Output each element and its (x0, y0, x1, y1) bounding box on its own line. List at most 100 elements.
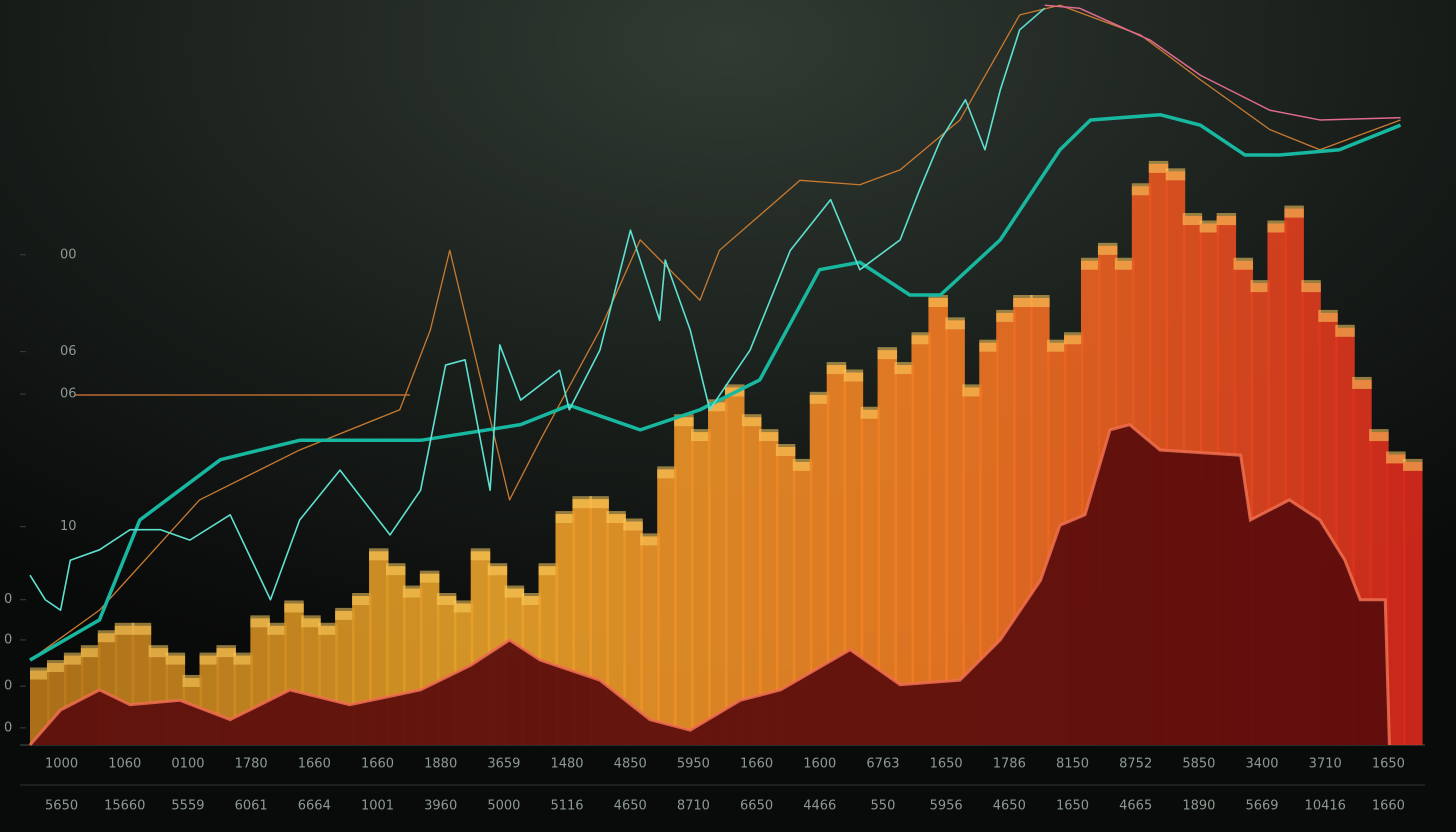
bar (640, 536, 660, 745)
x-secondary-label: 3960 (424, 799, 457, 814)
bar-cap (250, 615, 270, 628)
bar (1386, 454, 1406, 745)
bar-cap (826, 362, 847, 375)
bar (1403, 461, 1423, 745)
x-secondary-label: 4665 (1119, 799, 1152, 814)
bar-cap (555, 511, 575, 524)
line (1044, 4, 1401, 121)
x-secondary-label: 4466 (803, 799, 836, 814)
bar-cap (1182, 213, 1203, 226)
x-secondary-label: 8710 (677, 799, 710, 814)
bar-cap (504, 585, 525, 598)
bar-cap (1216, 213, 1237, 226)
bar-cap (165, 652, 186, 665)
bar-cap (1131, 183, 1152, 196)
bar (775, 447, 796, 745)
bar-cap (148, 645, 169, 658)
bar-cap (1097, 242, 1118, 255)
bar-cap (792, 458, 813, 471)
bar-cap (877, 347, 898, 360)
x-tick-label: 0100 (171, 757, 204, 772)
area (30, 424, 1390, 745)
x-secondary-label: 1001 (361, 799, 394, 814)
x-secondary-label: 4650 (993, 799, 1026, 814)
y-tick-label: 10 (60, 519, 77, 534)
bar (741, 417, 762, 745)
x-tick-label: 6763 (866, 757, 899, 772)
bar-cap (1165, 168, 1186, 181)
bar-cap (911, 332, 931, 345)
x-secondary-label: 6664 (298, 799, 331, 814)
bar-cap (63, 652, 84, 665)
x-tick-label: 1650 (1372, 757, 1405, 772)
x-tick-label: 5850 (1182, 757, 1215, 772)
x-tick-label: 1000 (45, 757, 78, 772)
x-secondary-label: 1660 (1372, 799, 1405, 814)
bar-cap (487, 563, 508, 576)
bar-cap (402, 585, 423, 598)
bar-cap (97, 630, 118, 643)
bar-cap (1233, 257, 1254, 270)
bar-cap (758, 429, 779, 442)
bar-cap (216, 645, 236, 658)
bar (826, 365, 847, 745)
bar-cap (996, 309, 1016, 322)
x-tick-label: 1650 (930, 757, 963, 772)
bar-cap (623, 518, 643, 531)
bar-cap (860, 406, 881, 419)
bar-cap (453, 600, 474, 613)
x-tick-label: 1660 (298, 757, 331, 772)
area-edge (28, 423, 1391, 746)
x-secondary-label: 1650 (1056, 799, 1089, 814)
bar-cap (640, 533, 660, 546)
bar-cap (979, 339, 999, 352)
bar (877, 350, 898, 745)
bar-cap (606, 511, 626, 524)
bar-cap (199, 652, 220, 665)
x-secondary-label: 1890 (1182, 799, 1215, 814)
x-tick-label: 1780 (235, 757, 268, 772)
bar-cap (131, 622, 152, 635)
bar-cap (182, 674, 203, 687)
bar (809, 394, 830, 745)
bar (928, 298, 948, 745)
x-tick-label: 1880 (424, 757, 457, 772)
x-secondary-label: 5000 (487, 799, 520, 814)
x-secondary-label: 5956 (930, 799, 963, 814)
x-secondary-label: 5559 (171, 799, 204, 814)
x-tick-label: 4850 (614, 757, 647, 772)
bar (725, 387, 745, 745)
bar-cap (538, 563, 559, 576)
y-tick-label: 06 (60, 344, 77, 359)
x-tick-label: 5950 (677, 757, 710, 772)
x-secondary-label: 6650 (740, 799, 773, 814)
bar (657, 469, 677, 745)
bar-cap (284, 600, 304, 613)
bar-cap (369, 548, 389, 561)
bar-cap (1064, 332, 1084, 345)
bar-cap (1386, 451, 1406, 464)
bar-cap (962, 384, 982, 397)
bar-cap (301, 615, 321, 628)
line (29, 4, 1401, 661)
y-tick-label: 00 (60, 247, 77, 262)
bar-cap (1403, 458, 1423, 471)
bar-cap (233, 652, 253, 665)
bar-cap (114, 622, 135, 635)
bar-cap (80, 645, 101, 658)
line (29, 7, 1046, 611)
bar-cap (894, 362, 915, 375)
x-secondary-label: 5116 (550, 799, 583, 814)
bar-cap (470, 548, 491, 561)
y-tick-label: 0 (4, 720, 12, 735)
bar-cap (572, 496, 592, 509)
bar-cap (1250, 280, 1270, 293)
x-tick-label: 3710 (1309, 757, 1342, 772)
x-secondary-label: 5669 (1245, 799, 1278, 814)
bar-cap (1284, 205, 1304, 218)
x-secondary-label: 6061 (235, 799, 268, 814)
bar-cap (1352, 376, 1372, 389)
x-tick-label: 1480 (550, 757, 583, 772)
bar (894, 365, 915, 745)
